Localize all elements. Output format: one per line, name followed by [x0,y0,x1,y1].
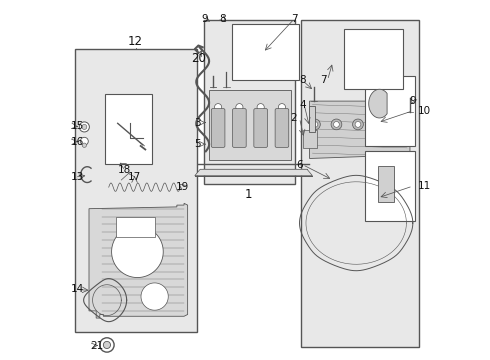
Text: 21: 21 [90,341,103,351]
Ellipse shape [378,162,394,169]
Circle shape [215,104,221,111]
Circle shape [103,341,111,348]
Polygon shape [369,89,387,118]
Polygon shape [141,283,168,310]
Circle shape [377,122,382,127]
Circle shape [257,104,264,111]
Text: 8: 8 [219,14,226,24]
Circle shape [374,119,385,130]
Circle shape [310,119,320,130]
Ellipse shape [348,51,357,67]
Text: 7: 7 [291,14,298,24]
Bar [74,49,196,332]
Circle shape [384,204,397,217]
Bar [232,24,299,80]
Text: 2: 2 [291,113,297,123]
Bar [105,94,152,164]
Bar [204,21,295,184]
Circle shape [395,119,406,130]
Circle shape [353,119,364,130]
Circle shape [131,245,144,258]
Bar [343,30,403,89]
Text: 9: 9 [410,96,416,106]
Bar [365,76,416,146]
Circle shape [79,122,89,132]
Circle shape [124,238,151,265]
Polygon shape [112,226,163,278]
Bar [300,21,419,347]
Text: 3: 3 [195,118,201,128]
Text: 19: 19 [175,182,189,192]
Circle shape [82,143,87,147]
Circle shape [331,119,342,130]
FancyBboxPatch shape [275,109,289,147]
Circle shape [82,125,87,130]
Circle shape [80,137,88,145]
Polygon shape [310,101,410,158]
FancyBboxPatch shape [254,109,268,147]
FancyBboxPatch shape [233,109,246,147]
Text: 20: 20 [191,51,206,64]
Text: 13: 13 [71,172,84,182]
Bar [365,151,416,221]
Bar [378,166,394,202]
Text: 16: 16 [71,137,84,147]
Polygon shape [89,203,188,318]
Circle shape [381,118,396,134]
Circle shape [278,104,286,111]
Ellipse shape [369,51,379,67]
Ellipse shape [391,51,400,67]
Circle shape [148,290,161,303]
Text: 12: 12 [128,35,143,49]
Text: 6: 6 [296,159,303,170]
Circle shape [398,122,404,127]
Bar [116,217,155,237]
Text: 8: 8 [299,75,306,85]
Circle shape [312,122,318,127]
Circle shape [355,122,361,127]
Circle shape [236,104,243,111]
Ellipse shape [261,44,272,61]
Polygon shape [209,90,291,160]
Text: 1: 1 [245,188,252,201]
Text: 5: 5 [195,139,201,149]
Polygon shape [195,169,313,176]
Text: 11: 11 [418,181,431,191]
Circle shape [100,338,114,352]
Text: 4: 4 [299,100,306,110]
Ellipse shape [286,44,297,61]
Circle shape [109,112,119,121]
Text: 10: 10 [418,106,431,116]
Text: 7: 7 [320,75,326,85]
FancyBboxPatch shape [211,109,225,147]
Polygon shape [303,130,317,148]
Text: 17: 17 [128,172,141,182]
Ellipse shape [236,44,247,61]
Text: 15: 15 [71,121,84,131]
Circle shape [334,122,339,127]
Text: 9: 9 [201,14,208,24]
Bar [309,106,315,132]
Text: 18: 18 [118,165,131,175]
Text: 14: 14 [71,284,84,294]
